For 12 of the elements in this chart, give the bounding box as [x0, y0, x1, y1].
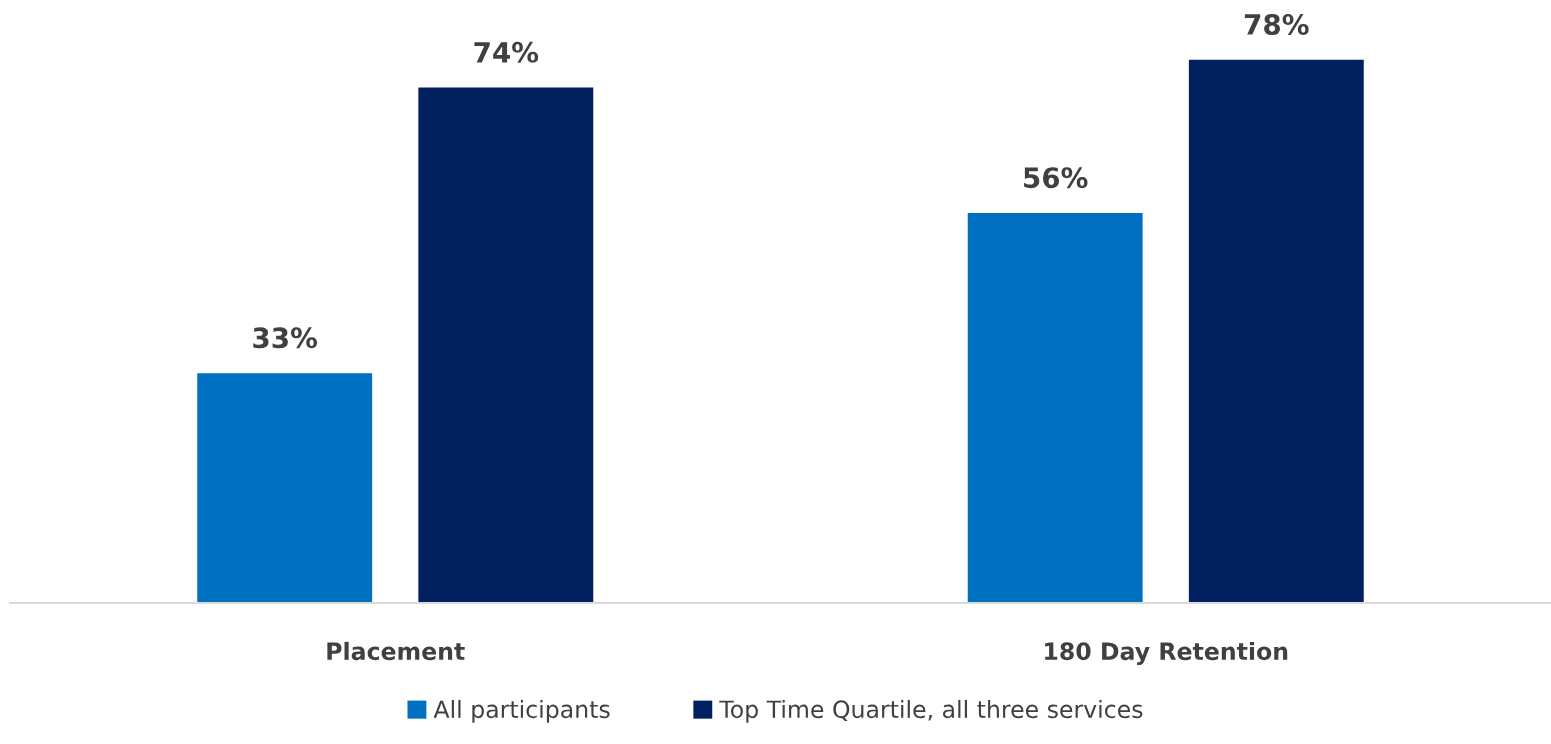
legend-label: Top Time Quartile, all three services [719, 699, 1143, 723]
bar [418, 87, 594, 603]
bar [967, 212, 1143, 603]
data-label: 74% [474, 41, 539, 63]
bar [1188, 59, 1364, 603]
data-label: 33% [253, 327, 318, 349]
x-tick-label: Placement [327, 641, 465, 661]
bar [197, 373, 373, 603]
data-label: 56% [1024, 167, 1088, 189]
legend-label: All participants [433, 699, 610, 723]
data-label: 78% [1244, 13, 1309, 35]
x-tick-label: 180 Day Retention [1045, 641, 1288, 665]
